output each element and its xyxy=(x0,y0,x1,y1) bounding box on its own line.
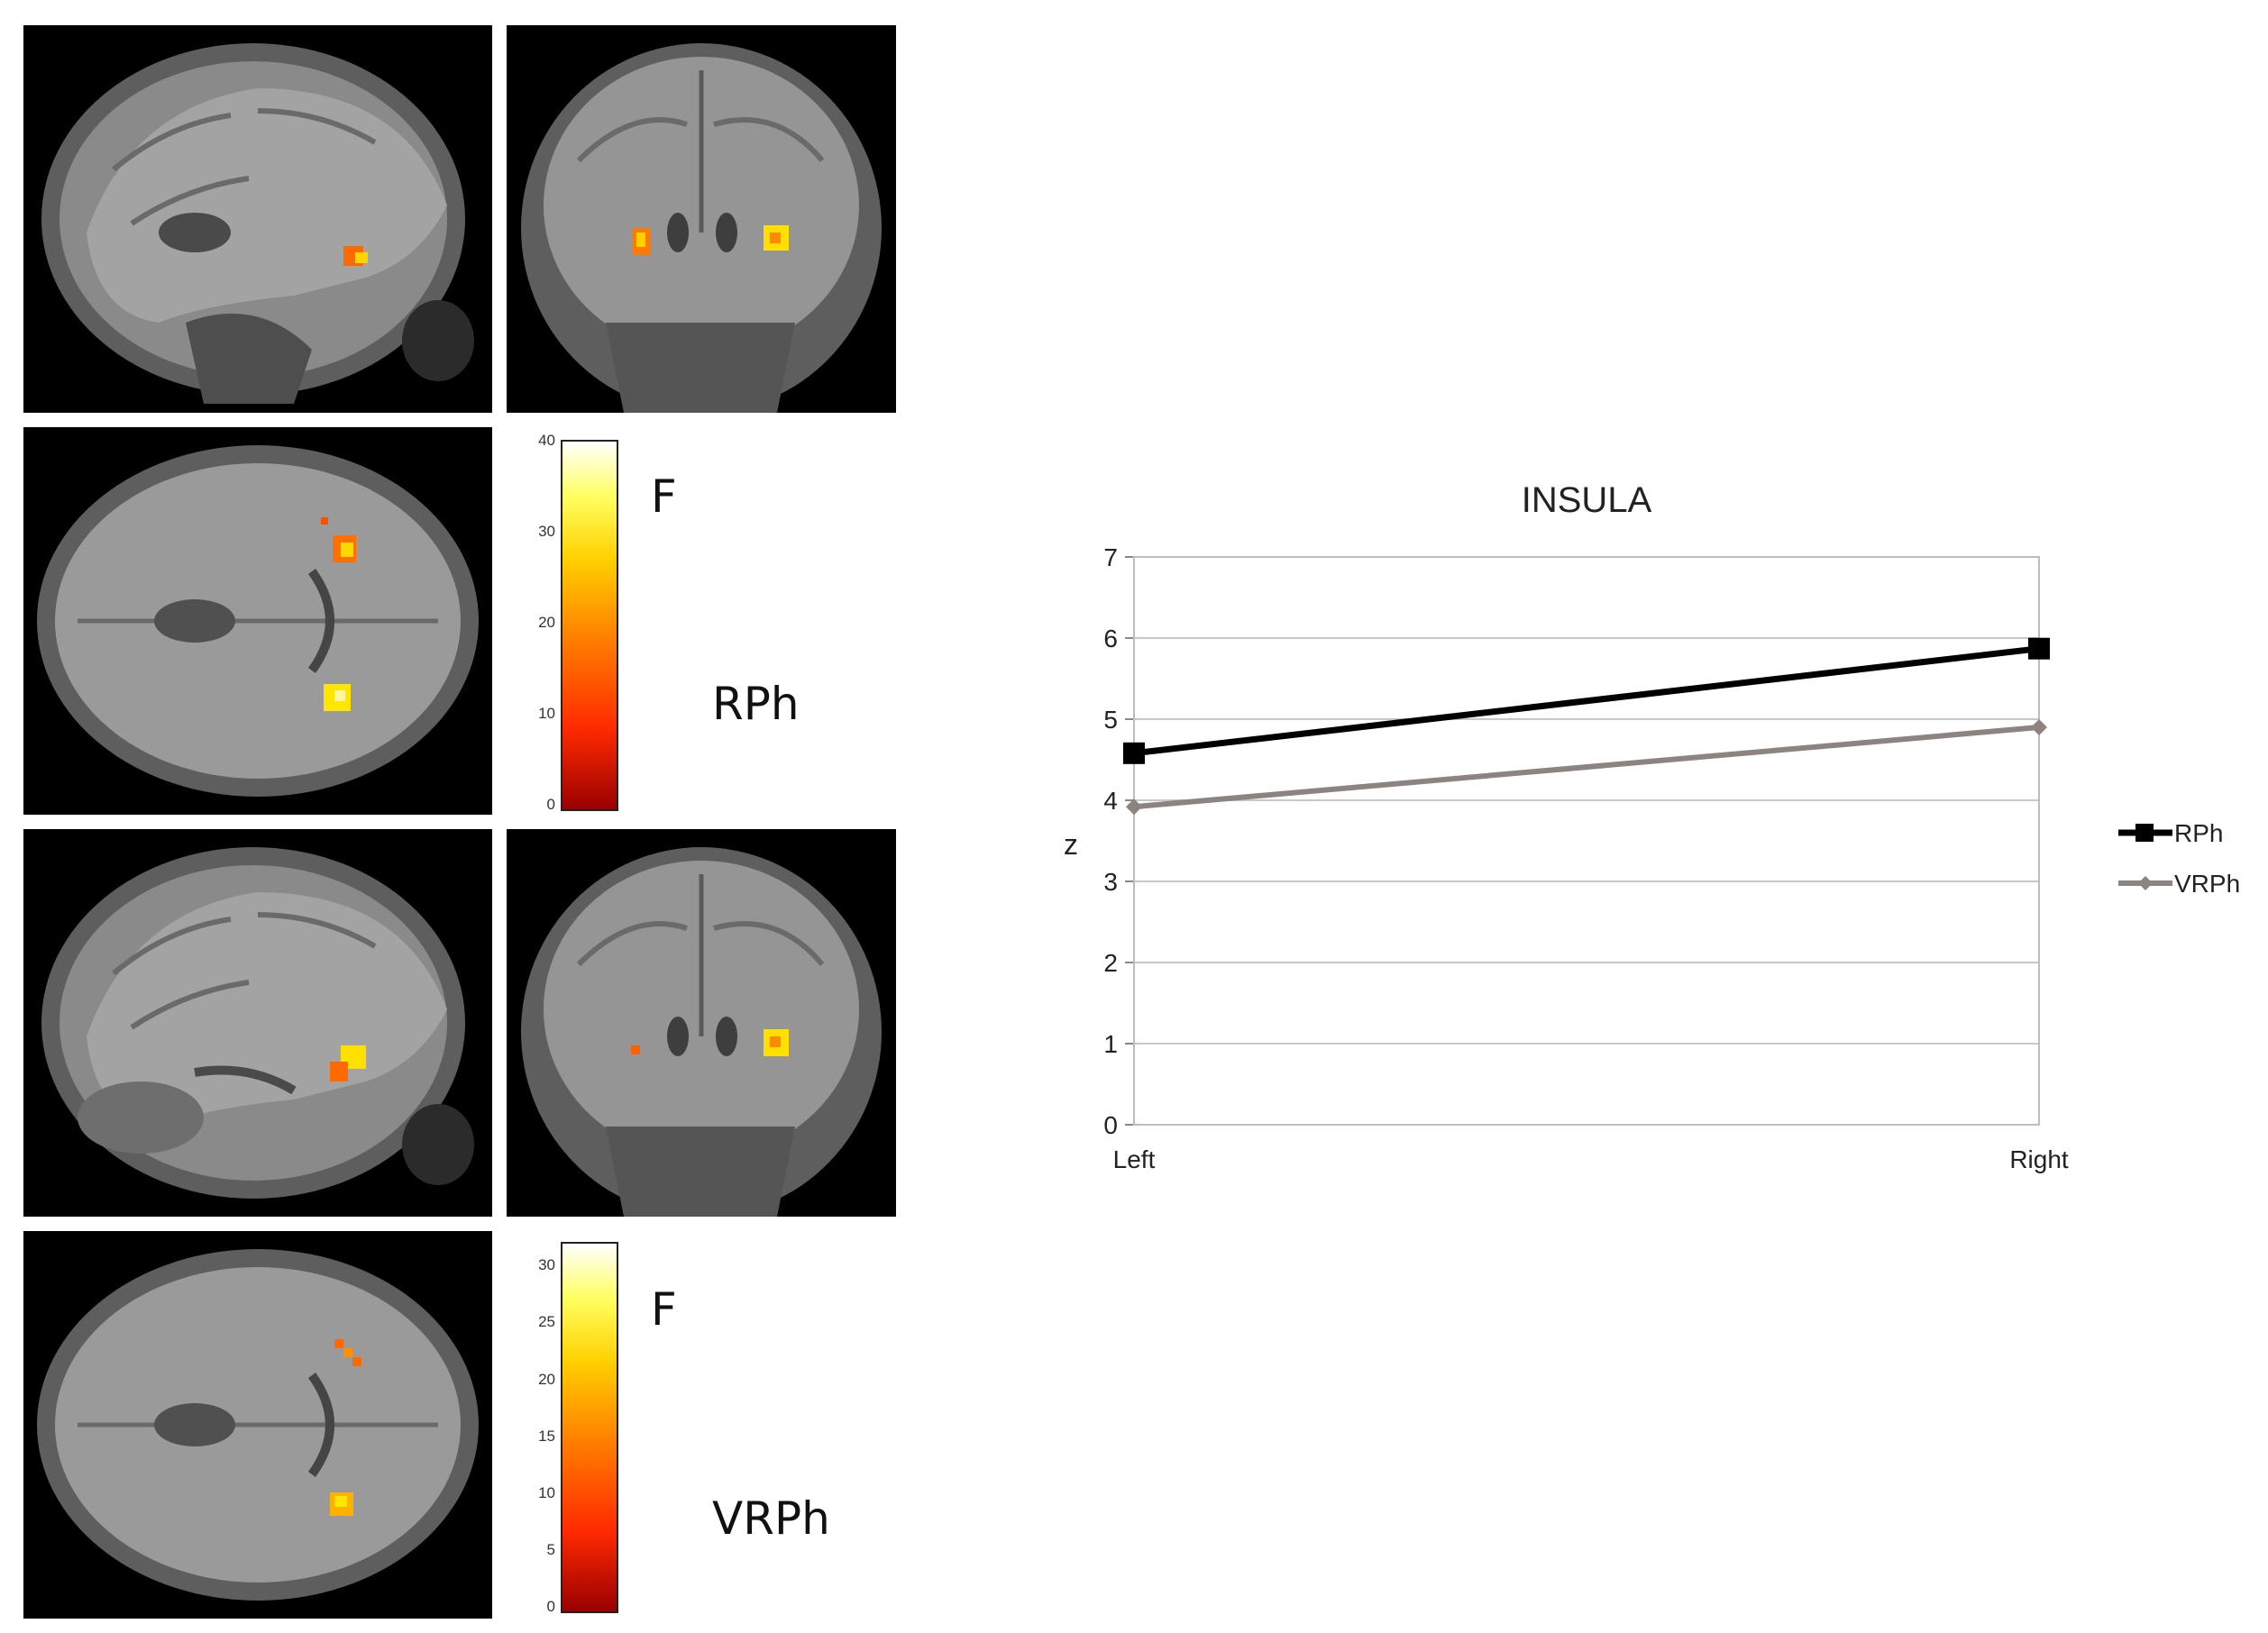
series-line-vrph xyxy=(1133,725,2040,810)
data-point-vrph xyxy=(1126,798,1142,816)
colorbar-rph-tick-label: 10 xyxy=(538,705,555,722)
data-point-rph xyxy=(1123,742,1145,764)
data-point-rph xyxy=(2028,637,2050,660)
axial-brain-image xyxy=(37,1249,479,1601)
insula-line-chart: INSULA 0 1 2 3 4 5 6 7 Left Right z RPh VRPh xyxy=(1064,480,2240,1173)
colorbar-vrph-tick-label: 20 xyxy=(538,1370,555,1388)
data-point-vrph xyxy=(2031,719,2047,735)
colorbar-rph-tick-label: 30 xyxy=(538,523,555,540)
y-axis-label: z xyxy=(1064,828,1078,861)
sagittal-brain-image xyxy=(41,43,474,404)
condition-label-rph: RPh xyxy=(712,678,800,730)
condition-label-vrph: VRPh xyxy=(712,1492,830,1545)
y-tick-label: 4 xyxy=(1103,787,1118,815)
colorbar-rph xyxy=(561,440,618,811)
f-statistic-label: F xyxy=(651,1283,677,1336)
colorbar-vrph-tick-label: 10 xyxy=(538,1483,555,1501)
axial-slice-vrph xyxy=(23,1231,492,1619)
coronal-slice-vrph xyxy=(507,829,896,1217)
plot-area xyxy=(1133,556,2040,1126)
y-tick-label: 7 xyxy=(1103,543,1118,571)
sagittal-slice-rph xyxy=(23,25,492,413)
x-tick-label: Left xyxy=(1113,1145,1156,1173)
y-tick-label: 1 xyxy=(1103,1030,1118,1058)
axial-slice-rph xyxy=(23,427,492,815)
coronal-brain-image xyxy=(521,43,882,413)
colorbar-vrph-tick-label: 25 xyxy=(538,1313,555,1331)
legend-label-vrph: VRPh xyxy=(2174,870,2240,898)
series-line-rph xyxy=(1133,645,2040,757)
coronal-brain-image xyxy=(521,847,882,1217)
colorbar-vrph-tick-label: 5 xyxy=(546,1540,555,1558)
axial-brain-image xyxy=(37,445,479,797)
colorbar-vrph-tick-label: 15 xyxy=(538,1427,555,1445)
y-tick-label: 2 xyxy=(1103,949,1118,977)
sagittal-brain-image xyxy=(41,847,474,1199)
f-statistic-label: F xyxy=(651,470,677,523)
colorbar-rph-tick-label: 20 xyxy=(538,614,555,631)
y-tick-label: 3 xyxy=(1103,868,1118,896)
insula-chart: INSULA 0 1 2 3 4 5 6 7 Left Right z RPh VRPh xyxy=(1046,451,2268,1229)
colorbar-rph-tick-label: 40 xyxy=(538,432,555,449)
colorbar-rph-tick-label: 0 xyxy=(546,796,555,813)
colorbar-vrph xyxy=(561,1242,618,1613)
x-tick-label: Right xyxy=(2009,1145,2069,1173)
colorbar-vrph-tick-label: 30 xyxy=(538,1256,555,1274)
y-tick-label: 5 xyxy=(1103,706,1118,734)
y-tick-label: 6 xyxy=(1103,625,1118,652)
sagittal-slice-vrph xyxy=(23,829,492,1217)
legend-label-rph: RPh xyxy=(2174,819,2223,847)
y-tick-label: 0 xyxy=(1103,1111,1118,1139)
coronal-slice-rph xyxy=(507,25,896,413)
chart-title: INSULA xyxy=(1522,480,1652,520)
colorbar-vrph-tick-label: 0 xyxy=(546,1598,555,1615)
legend-marker-vrph xyxy=(2138,876,2153,890)
legend-marker-rph xyxy=(2135,824,2154,842)
